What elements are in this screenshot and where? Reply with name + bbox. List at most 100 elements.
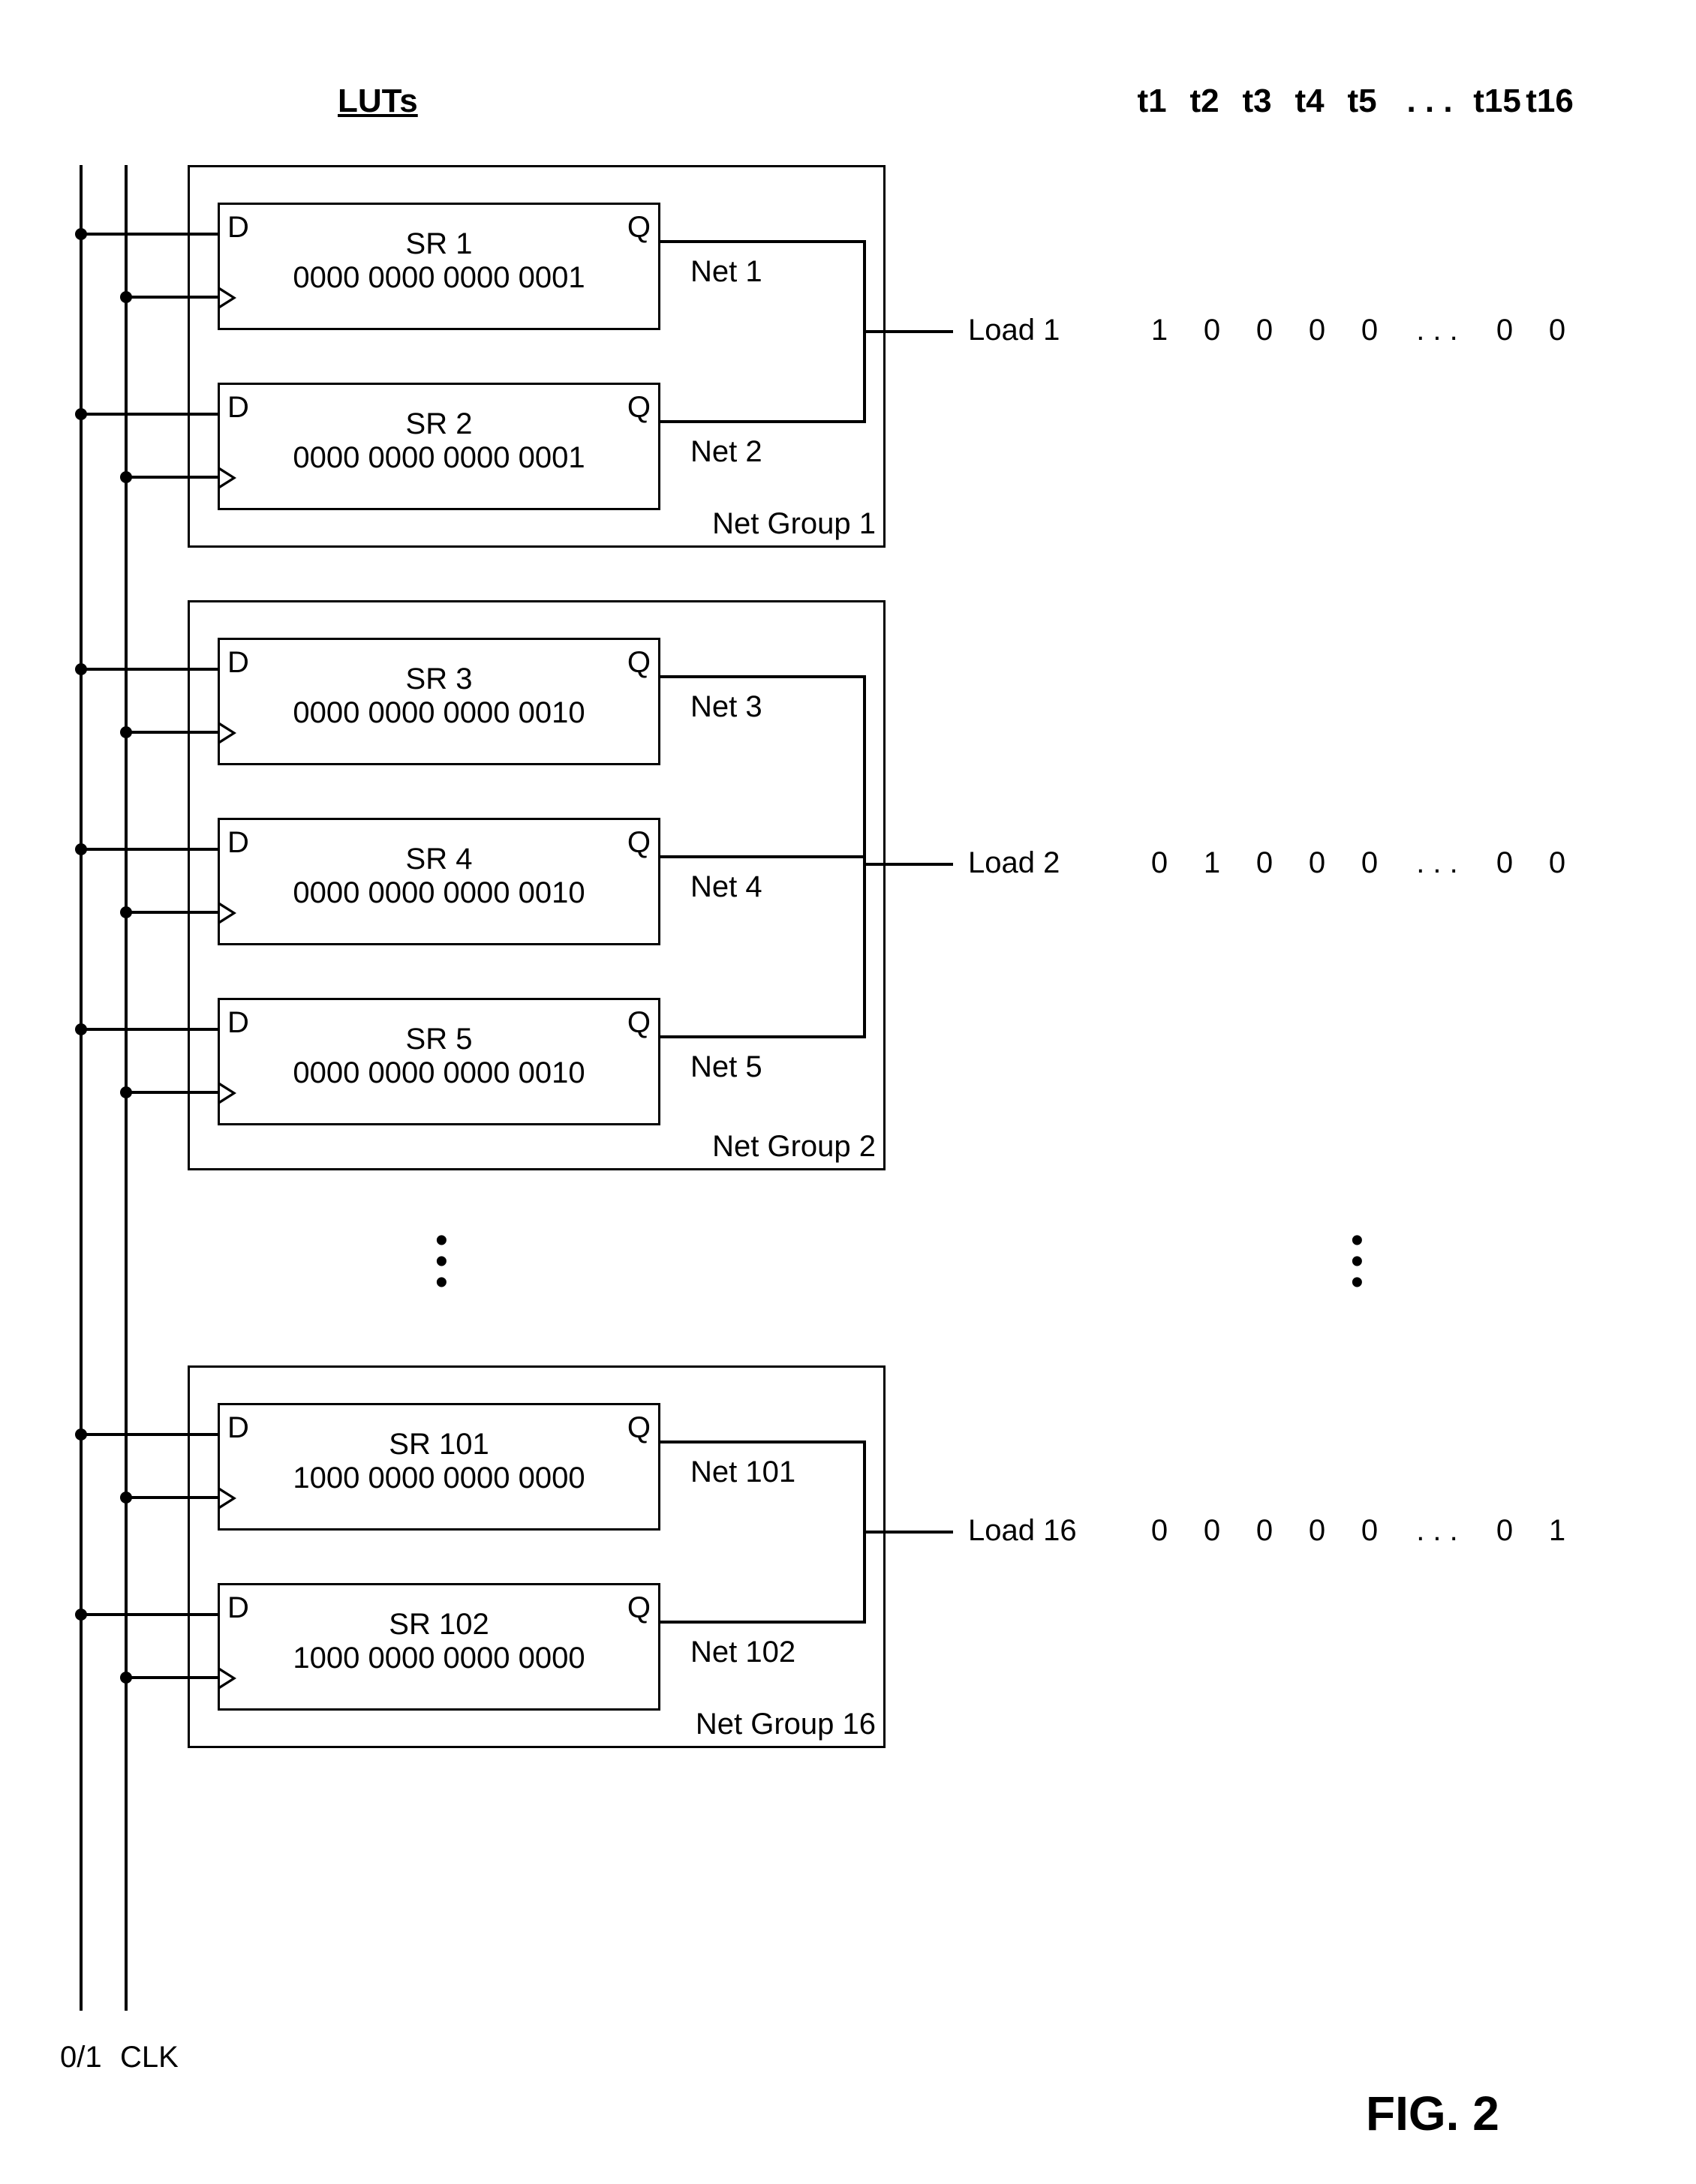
sr-value: 0000 0000 0000 0010 [220, 696, 658, 730]
time-col: t1 [1126, 83, 1178, 120]
d-input-line [80, 668, 218, 671]
timing-row: 00000. . .01 [1133, 1514, 1583, 1548]
q-output-line [660, 1621, 866, 1624]
clk-triangle-icon [220, 903, 236, 924]
clk-bus-dot [120, 471, 132, 483]
sr-box: DQSR 40000 0000 0000 0010 [218, 818, 660, 945]
d-pin-label: D [227, 646, 249, 680]
d-pin-label: D [227, 1591, 249, 1625]
sr-name: SR 3 [220, 662, 658, 696]
net-label: Net 101 [690, 1455, 795, 1489]
sr-value: 0000 0000 0000 0001 [220, 261, 658, 295]
sr-box: DQSR 1011000 0000 0000 0000 [218, 1403, 660, 1531]
timing-cell: 0 [1186, 1514, 1238, 1548]
timing-cell: 1 [1133, 314, 1186, 347]
clk-input-line [125, 476, 218, 479]
net-label: Net 3 [690, 690, 762, 724]
d-pin-label: D [227, 826, 249, 860]
sr-value: 1000 0000 0000 0000 [220, 1462, 658, 1495]
clk-bus-dot [120, 726, 132, 738]
d-input-line [80, 1028, 218, 1031]
q-output-line [660, 420, 866, 423]
d-input-line [80, 848, 218, 851]
q-output-line [660, 240, 866, 243]
time-col: t4 [1283, 83, 1336, 120]
timing-cell: 1 [1531, 1514, 1583, 1548]
clk-triangle-icon [220, 1488, 236, 1509]
q-pin-label: Q [627, 391, 651, 425]
sr-name: SR 2 [220, 407, 658, 441]
d-bus-dot [75, 663, 87, 675]
time-col: . . . [1388, 83, 1471, 120]
d-bus-dot [75, 1023, 87, 1035]
timing-cell: 0 [1291, 846, 1343, 880]
luts-header: LUTs [338, 83, 418, 120]
timing-cell: 0 [1238, 846, 1291, 880]
net-label: Net 102 [690, 1636, 795, 1669]
sr-box: DQSR 50000 0000 0000 0010 [218, 998, 660, 1125]
clk-bus-dot [120, 1672, 132, 1684]
timing-cell: 0 [1531, 314, 1583, 347]
sr-value: 1000 0000 0000 0000 [220, 1642, 658, 1675]
timing-cell: 0 [1343, 846, 1396, 880]
vertical-ellipsis-icon: ••• [1351, 1230, 1364, 1293]
timing-cell: 0 [1343, 314, 1396, 347]
q-output-line [660, 1035, 866, 1038]
clk-bus-label: CLK [120, 2041, 179, 2074]
time-col: t3 [1231, 83, 1283, 120]
net-label: Net 1 [690, 255, 762, 289]
clk-input-line [125, 911, 218, 914]
load-label: Load 1 [968, 314, 1060, 347]
d-bus-dot [75, 408, 87, 420]
q-pin-label: Q [627, 646, 651, 680]
timing-cell: 0 [1238, 1514, 1291, 1548]
time-col: t5 [1336, 83, 1388, 120]
timing-cell: 0 [1531, 846, 1583, 880]
time-header: t1t2t3t4t5. . .t15t16 [1126, 83, 1576, 120]
timing-cell: 0 [1343, 1514, 1396, 1548]
clk-input-line [125, 1091, 218, 1094]
net-group-label: Net Group 16 [696, 1708, 876, 1741]
load-label: Load 16 [968, 1514, 1077, 1548]
net-label: Net 2 [690, 435, 762, 469]
clk-triangle-icon [220, 467, 236, 488]
q-output-line [660, 855, 866, 858]
timing-cell: 0 [1478, 314, 1531, 347]
q-output-line [660, 675, 866, 678]
timing-cell: . . . [1396, 314, 1478, 347]
d-pin-label: D [227, 391, 249, 425]
d-bus-dot [75, 1609, 87, 1621]
timing-cell: 0 [1478, 846, 1531, 880]
d-input-line [80, 233, 218, 236]
timing-cell: 0 [1186, 314, 1238, 347]
timing-cell: 0 [1133, 846, 1186, 880]
sr-value: 0000 0000 0000 0010 [220, 876, 658, 910]
clk-triangle-icon [220, 1083, 236, 1104]
q-pin-label: Q [627, 1006, 651, 1040]
clk-bus-dot [120, 1086, 132, 1098]
clk-input-line [125, 296, 218, 299]
sr-name: SR 5 [220, 1023, 658, 1056]
net-group-label: Net Group 1 [712, 507, 876, 541]
clk-input-line [125, 731, 218, 734]
d-bus-label: 0/1 [60, 2041, 102, 2074]
d-bus-dot [75, 1428, 87, 1440]
sr-value: 0000 0000 0000 0001 [220, 441, 658, 475]
clk-triangle-icon [220, 722, 236, 744]
timing-cell: 0 [1291, 314, 1343, 347]
net-group-label: Net Group 2 [712, 1130, 876, 1164]
d-pin-label: D [227, 1411, 249, 1445]
time-col: t16 [1523, 83, 1576, 120]
load-line [863, 1531, 953, 1534]
clk-bus-dot [120, 906, 132, 918]
load-line [863, 330, 953, 333]
clk-bus-dot [120, 291, 132, 303]
timing-row: 10000. . .00 [1133, 314, 1583, 347]
timing-cell: 0 [1291, 1514, 1343, 1548]
vertical-ellipsis-icon: ••• [435, 1230, 448, 1293]
time-col: t15 [1471, 83, 1523, 120]
timing-cell: 0 [1238, 314, 1291, 347]
timing-cell: . . . [1396, 1514, 1478, 1548]
sr-box: DQSR 1021000 0000 0000 0000 [218, 1583, 660, 1711]
clk-input-line [125, 1496, 218, 1499]
